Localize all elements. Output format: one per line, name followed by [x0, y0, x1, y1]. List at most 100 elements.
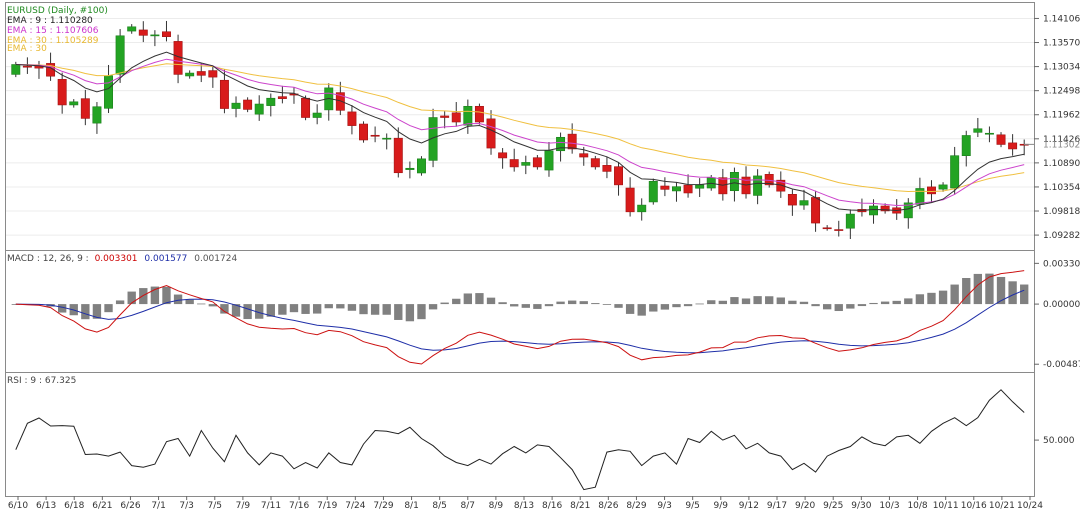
candle-down[interactable] — [614, 166, 623, 186]
x-tick-label: 10/3 — [879, 501, 899, 511]
candle-up[interactable] — [637, 204, 647, 213]
candle-down[interactable] — [996, 134, 1006, 145]
candle-down[interactable] — [834, 229, 844, 231]
candle-down[interactable] — [486, 118, 496, 149]
candle-down[interactable] — [683, 184, 693, 194]
candle-up[interactable] — [185, 72, 195, 77]
candle-up[interactable] — [938, 184, 948, 190]
candle-down[interactable] — [277, 96, 287, 99]
candle-up[interactable] — [417, 158, 426, 174]
candle-down[interactable] — [335, 92, 345, 111]
candle-up[interactable] — [312, 112, 322, 118]
candle-up[interactable] — [405, 167, 415, 170]
macd-histogram-bar — [765, 296, 774, 305]
macd-histogram-bar — [880, 301, 890, 305]
candle-down[interactable] — [301, 97, 311, 118]
candle-down[interactable] — [880, 205, 890, 212]
candle-up[interactable] — [729, 172, 739, 192]
candle-up[interactable] — [115, 35, 125, 75]
candle-down[interactable] — [196, 71, 206, 76]
candle-down[interactable] — [370, 134, 380, 137]
candle-down[interactable] — [787, 194, 797, 206]
price-tick-label: 1.10354 — [1043, 183, 1080, 193]
candle-up[interactable] — [648, 180, 658, 203]
macd-histogram-bar — [57, 304, 67, 313]
candle-up[interactable] — [950, 155, 960, 189]
candle-down[interactable] — [359, 123, 368, 141]
macd-histogram-bar — [162, 286, 171, 305]
candle-up[interactable] — [544, 150, 554, 171]
candle-down[interactable] — [811, 197, 821, 224]
candle-down[interactable] — [219, 79, 229, 109]
x-tick-label: 8/9 — [489, 501, 504, 511]
candle-up[interactable] — [521, 162, 531, 166]
candle-up[interactable] — [382, 137, 392, 140]
candle-up[interactable] — [753, 175, 763, 196]
candle-down[interactable] — [579, 153, 589, 158]
candle-down[interactable] — [625, 187, 635, 213]
candle-up[interactable] — [150, 34, 160, 37]
macd-line — [15, 270, 1025, 365]
candle-up[interactable] — [231, 102, 241, 109]
candle-up[interactable] — [672, 186, 681, 192]
candle-up[interactable] — [695, 184, 705, 189]
candle-down[interactable] — [822, 227, 832, 230]
candle-up[interactable] — [266, 97, 276, 106]
x-tick-label: 9/17 — [767, 501, 787, 511]
candle-up[interactable] — [869, 205, 878, 216]
candle-down[interactable] — [1008, 142, 1018, 150]
candle-down[interactable] — [602, 165, 612, 172]
macd-signal-value: 0.001577 — [144, 254, 187, 264]
candle-up[interactable] — [11, 64, 21, 75]
macd-histogram-bar — [660, 304, 670, 310]
rsi-line — [15, 389, 1025, 491]
candle-down[interactable] — [474, 105, 484, 123]
candle-up[interactable] — [463, 105, 473, 126]
candle-down[interactable] — [567, 133, 577, 150]
candle-down[interactable] — [243, 99, 253, 110]
candle-up[interactable] — [556, 136, 566, 152]
candle-up[interactable] — [973, 128, 983, 133]
candle-up[interactable] — [799, 200, 809, 206]
macd-histogram-bar — [475, 293, 484, 305]
candle-down[interactable] — [440, 115, 450, 118]
candle-down[interactable] — [509, 159, 519, 168]
candle-down[interactable] — [927, 186, 936, 195]
candle-down[interactable] — [22, 65, 32, 68]
candle-down[interactable] — [590, 158, 600, 168]
candle-down[interactable] — [776, 179, 786, 192]
rsi-panel-frame — [5, 372, 1035, 497]
candle-down[interactable] — [498, 152, 508, 159]
candle-up[interactable] — [127, 26, 137, 32]
x-tick-label: 8/13 — [514, 501, 534, 511]
candle-down[interactable] — [764, 174, 774, 186]
candle-down[interactable] — [347, 111, 357, 126]
candle-down[interactable] — [46, 63, 56, 77]
macd-histogram-bar — [255, 304, 264, 319]
macd-histogram-bar — [208, 304, 218, 307]
candle-up[interactable] — [428, 117, 438, 161]
candle-up[interactable] — [903, 202, 913, 219]
candle-up[interactable] — [961, 135, 971, 156]
candle-down[interactable] — [532, 157, 542, 168]
candle-down[interactable] — [208, 70, 218, 78]
candle-up[interactable] — [92, 106, 102, 124]
x-tick-label: 8/16 — [542, 501, 562, 511]
candle-up[interactable] — [254, 103, 264, 115]
macd-histogram-bar — [683, 304, 693, 307]
candle-up[interactable] — [104, 75, 113, 109]
macd-histogram-bar — [614, 304, 623, 308]
candle-up[interactable] — [69, 101, 79, 106]
candle-down[interactable] — [451, 112, 461, 123]
candle-down[interactable] — [162, 31, 171, 37]
candle-down[interactable] — [660, 185, 670, 190]
candle-down[interactable] — [393, 137, 403, 174]
candle-down[interactable] — [80, 98, 90, 119]
candle-up[interactable] — [984, 132, 994, 135]
candle-up[interactable] — [845, 213, 855, 229]
macd-histogram-bar — [544, 304, 554, 307]
candle-down[interactable] — [57, 79, 67, 106]
candle-down[interactable] — [138, 29, 148, 36]
macd-histogram-bar — [324, 304, 333, 309]
